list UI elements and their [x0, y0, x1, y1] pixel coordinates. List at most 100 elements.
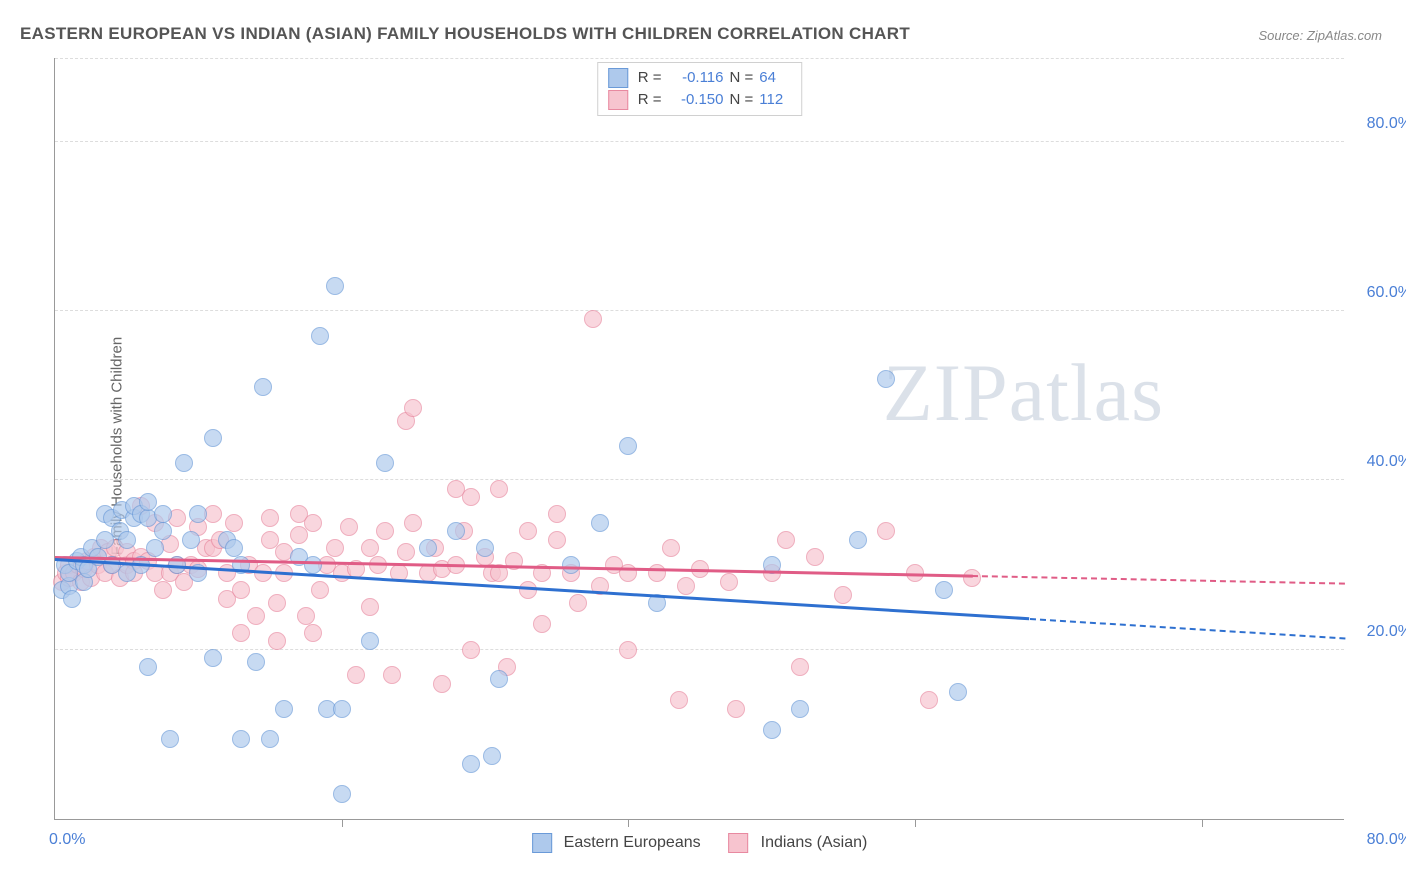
scatter-point-pink: [533, 615, 551, 633]
scatter-point-pink: [720, 573, 738, 591]
scatter-point-blue: [189, 505, 207, 523]
gridline: [55, 58, 1344, 59]
series-label-pink: Indians (Asian): [761, 834, 868, 852]
x-tick: [342, 819, 343, 827]
scatter-point-pink: [433, 675, 451, 693]
r-value-pink: -0.150: [668, 89, 724, 111]
swatch-blue-icon: [608, 68, 628, 88]
legend-item-pink: Indians (Asian): [729, 833, 868, 853]
scatter-point-pink: [232, 624, 250, 642]
n-equals-label: N =: [730, 67, 754, 89]
scatter-point-blue: [763, 721, 781, 739]
scatter-point-blue: [232, 730, 250, 748]
y-tick-label: 40.0%: [1352, 453, 1406, 471]
gridline: [55, 479, 1344, 480]
scatter-point-blue: [447, 522, 465, 540]
scatter-point-pink: [311, 581, 329, 599]
scatter-point-blue: [490, 670, 508, 688]
scatter-point-pink: [361, 539, 379, 557]
x-tick: [915, 819, 916, 827]
scatter-point-pink: [232, 581, 250, 599]
scatter-point-blue: [154, 522, 172, 540]
scatter-point-blue: [619, 437, 637, 455]
scatter-point-pink: [462, 641, 480, 659]
n-value-pink: 112: [759, 89, 791, 111]
scatter-point-pink: [268, 594, 286, 612]
swatch-pink-icon: [608, 90, 628, 110]
scatter-point-blue: [949, 683, 967, 701]
scatter-point-blue: [326, 277, 344, 295]
scatter-point-blue: [154, 505, 172, 523]
scatter-point-pink: [727, 700, 745, 718]
scatter-point-pink: [326, 539, 344, 557]
scatter-point-blue: [462, 755, 480, 773]
scatter-point-pink: [397, 543, 415, 561]
scatter-point-blue: [311, 327, 329, 345]
swatch-pink-icon: [729, 833, 749, 853]
scatter-point-pink: [462, 488, 480, 506]
scatter-point-blue: [791, 700, 809, 718]
legend-row-pink: R = -0.150 N = 112: [608, 89, 792, 111]
scatter-point-blue: [591, 514, 609, 532]
scatter-point-pink: [791, 658, 809, 676]
scatter-point-pink: [361, 598, 379, 616]
scatter-point-pink: [569, 594, 587, 612]
scatter-point-blue: [361, 632, 379, 650]
r-value-blue: -0.116: [668, 67, 724, 89]
y-tick-label: 80.0%: [1352, 115, 1406, 133]
scatter-point-pink: [777, 531, 795, 549]
scatter-point-blue: [935, 581, 953, 599]
scatter-point-blue: [204, 649, 222, 667]
scatter-point-pink: [619, 641, 637, 659]
scatter-point-pink: [268, 632, 286, 650]
scatter-point-pink: [225, 514, 243, 532]
scatter-point-blue: [161, 730, 179, 748]
trendline-pink-extension: [972, 575, 1345, 585]
scatter-point-pink: [154, 581, 172, 599]
scatter-point-pink: [662, 539, 680, 557]
scatter-point-blue: [225, 539, 243, 557]
scatter-point-blue: [261, 730, 279, 748]
scatter-point-blue: [139, 658, 157, 676]
gridline: [55, 649, 1344, 650]
chart-title: EASTERN EUROPEAN VS INDIAN (ASIAN) FAMIL…: [20, 24, 910, 44]
scatter-point-pink: [670, 691, 688, 709]
x-tick: [1202, 819, 1203, 827]
scatter-point-pink: [548, 531, 566, 549]
source-label: Source: ZipAtlas.com: [1258, 28, 1382, 43]
scatter-point-pink: [304, 514, 322, 532]
scatter-point-pink: [290, 526, 308, 544]
gridline: [55, 141, 1344, 142]
scatter-point-pink: [519, 581, 537, 599]
scatter-point-blue: [849, 531, 867, 549]
scatter-point-blue: [333, 785, 351, 803]
scatter-point-pink: [677, 577, 695, 595]
y-tick-label: 20.0%: [1352, 623, 1406, 641]
scatter-point-pink: [877, 522, 895, 540]
scatter-point-blue: [483, 747, 501, 765]
scatter-point-pink: [806, 548, 824, 566]
swatch-blue-icon: [532, 833, 552, 853]
legend-correlation: R = -0.116 N = 64 R = -0.150 N = 112: [597, 62, 803, 116]
y-tick-label: 60.0%: [1352, 284, 1406, 302]
scatter-point-blue: [877, 370, 895, 388]
scatter-point-blue: [146, 539, 164, 557]
scatter-point-pink: [261, 509, 279, 527]
scatter-point-pink: [404, 514, 422, 532]
gridline: [55, 310, 1344, 311]
watermark: ZIPatlas: [883, 346, 1164, 440]
legend-item-blue: Eastern Europeans: [532, 833, 701, 853]
scatter-point-pink: [834, 586, 852, 604]
scatter-point-blue: [275, 700, 293, 718]
n-equals-label: N =: [730, 89, 754, 111]
scatter-point-blue: [63, 590, 81, 608]
scatter-point-pink: [376, 522, 394, 540]
trendline-blue-extension: [1030, 618, 1345, 639]
x-tick-min: 0.0%: [49, 831, 85, 849]
scatter-point-pink: [519, 522, 537, 540]
legend-series: Eastern Europeans Indians (Asian): [532, 833, 868, 853]
scatter-point-blue: [254, 378, 272, 396]
scatter-point-pink: [404, 399, 422, 417]
series-label-blue: Eastern Europeans: [564, 834, 701, 852]
scatter-point-blue: [562, 556, 580, 574]
